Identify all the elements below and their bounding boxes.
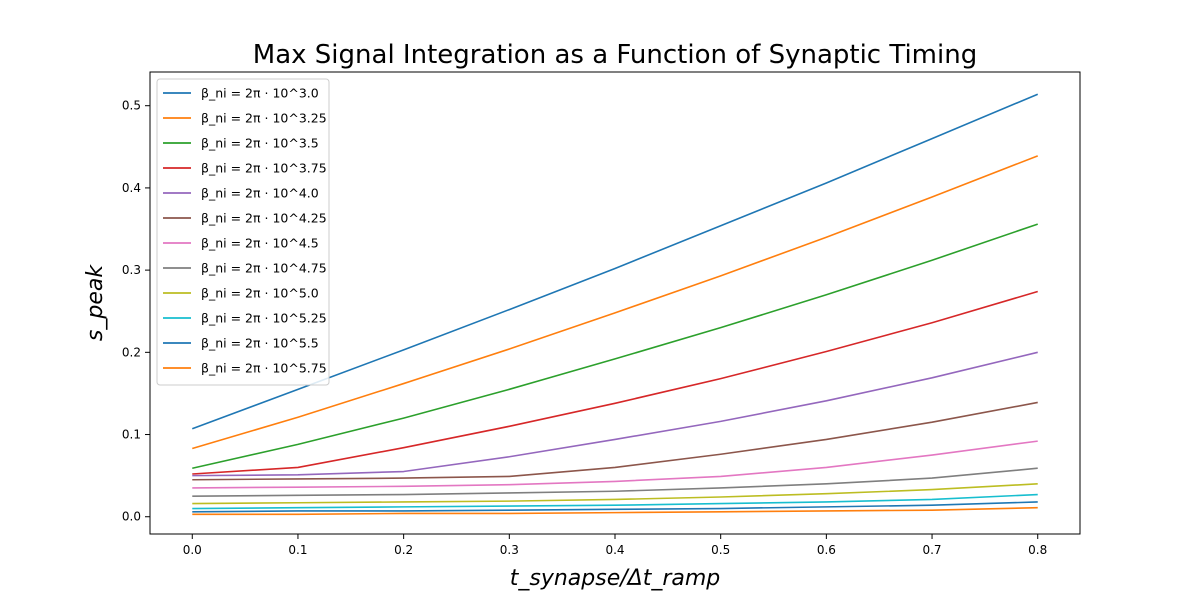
series-line-4 [192,290,1038,475]
legend-label: β_ni = 2π · 10^5.5 [201,336,319,351]
plot-lines [191,93,1039,516]
legend-label: β_ni = 2π · 10^4.0 [201,186,319,201]
x-tick-label: 0.0 [183,543,202,557]
series-line-12 [192,506,1038,516]
x-tick-label: 0.1 [288,543,307,557]
series-line-7 [192,440,1038,489]
legend-label: β_ni = 2π · 10^5.0 [201,286,319,301]
legend-label: β_ni = 2π · 10^3.0 [201,86,319,101]
y-tick-label: 0.1 [122,428,141,442]
series-line-10 [192,493,1038,510]
y-tick-label: 0.3 [122,263,141,277]
series-line-8 [192,467,1038,497]
series-line-2 [192,155,1039,450]
y-axis: 0.0 0.1 0.2 0.3 0.4 0.5 [122,99,150,524]
x-tick-label: 0.4 [605,543,624,557]
y-tick-label: 0.2 [122,345,141,359]
y-tick-label: 0.4 [122,181,141,195]
legend-label: β_ni = 2π · 10^5.75 [201,361,327,376]
legend-box [156,78,330,386]
series-line-5 [192,351,1038,477]
x-axis-label: t_synapse/Δt_ramp [510,566,721,591]
x-tick-label: 0.8 [1028,543,1047,557]
legend: β_ni = 2π · 10^3.0 β_ni = 2π · 10^3.25 β_n… [156,78,330,386]
x-tick-label: 0.3 [500,543,519,557]
y-axis-label: s_peak [83,264,108,341]
legend-label: β_ni = 2π · 10^3.25 [201,111,327,126]
x-tick-label: 0.7 [922,543,941,557]
series-line-11 [192,501,1038,513]
series-line-1 [191,93,1039,430]
legend-label: β_ni = 2π · 10^4.25 [201,211,327,226]
series-line-9 [192,483,1038,505]
x-axis: 0.0 0.1 0.2 0.3 0.4 0.5 0.6 0.7 0.8 [183,534,1047,557]
y-tick-label: 0.5 [122,99,141,113]
x-tick-label: 0.2 [394,543,413,557]
legend-label: β_ni = 2π · 10^3.75 [201,161,327,176]
series-line-6 [192,401,1038,481]
legend-label: β_ni = 2π · 10^5.25 [201,311,327,326]
legend-label: β_ni = 2π · 10^4.5 [201,236,319,251]
chart-title: Max Signal Integration as a Function of … [253,40,977,70]
y-tick-label: 0.0 [122,510,141,524]
legend-label: β_ni = 2π · 10^3.5 [201,136,319,151]
x-tick-label: 0.5 [711,543,730,557]
series-line-3 [192,223,1038,470]
legend-label: β_ni = 2π · 10^4.75 [201,261,327,276]
x-tick-label: 0.6 [817,543,836,557]
